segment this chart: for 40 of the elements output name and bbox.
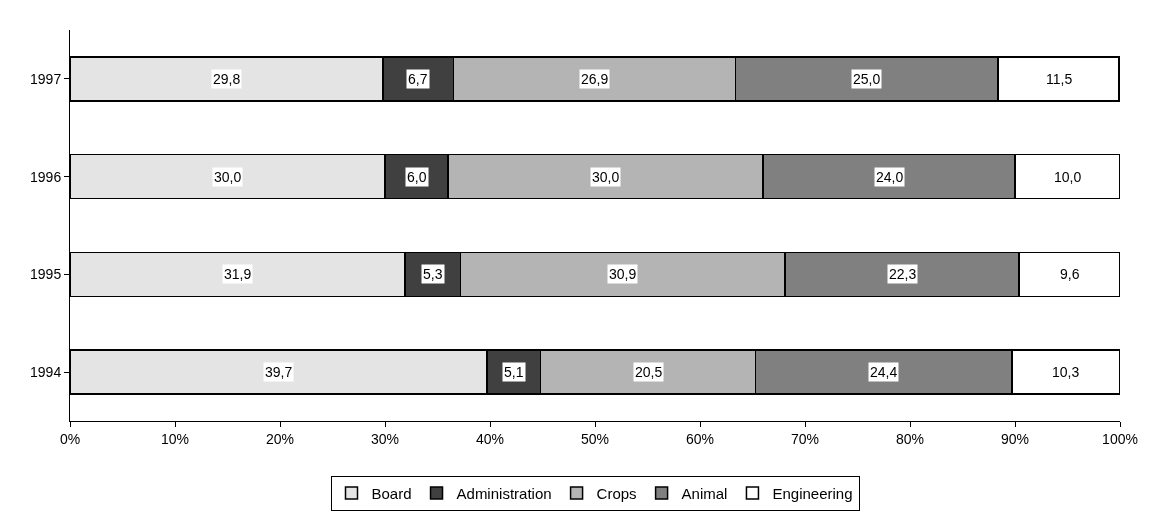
x-tick-label: 20%	[265, 430, 295, 447]
x-tick-label: 100%	[1102, 430, 1138, 447]
data-label: 24,0	[876, 169, 904, 185]
legend-label: Administration	[456, 484, 552, 502]
legend-label: Animal	[681, 484, 728, 502]
x-tick-label: 60%	[685, 430, 715, 447]
x-tick-label: 40%	[475, 430, 505, 447]
data-label: 10,0	[1054, 169, 1082, 185]
legend-label: Engineering	[772, 484, 853, 502]
data-label: 31,9	[224, 266, 252, 282]
data-label: 20,5	[635, 364, 663, 380]
data-label: 30,0	[592, 169, 620, 185]
y-tick-label: 1995	[30, 266, 62, 283]
legend-label: Board	[371, 484, 412, 502]
legend-label: Crops	[596, 484, 637, 502]
x-tick-label: 90%	[1000, 430, 1030, 447]
data-label: 5,1	[504, 364, 524, 380]
data-label: 22,3	[889, 266, 917, 282]
data-label: 24,4	[870, 364, 898, 380]
data-label: 11,5	[1046, 71, 1073, 87]
data-label: 9,6	[1060, 266, 1080, 282]
data-label: 26,9	[581, 71, 609, 87]
x-tick-label: 80%	[895, 430, 925, 447]
data-label: 39,7	[265, 364, 293, 380]
data-label: 30,9	[609, 266, 637, 282]
y-tick-label: 1996	[30, 168, 62, 185]
data-label: 6,7	[408, 71, 428, 87]
x-tick-label: 70%	[790, 430, 820, 447]
data-label: 29,8	[213, 71, 241, 87]
x-tick-label: 50%	[580, 430, 610, 447]
data-label: 10,3	[1052, 364, 1080, 380]
data-label: 30,0	[214, 169, 242, 185]
data-label: 5,3	[423, 266, 443, 282]
x-tick-label: 30%	[370, 430, 400, 447]
x-tick-label: 0%	[59, 430, 81, 447]
x-tick-label: 10%	[160, 430, 190, 447]
y-tick-label: 1997	[30, 70, 62, 87]
data-label: 25,0	[853, 71, 881, 87]
y-tick-label: 1994	[30, 364, 62, 381]
data-label: 6,0	[407, 169, 427, 185]
